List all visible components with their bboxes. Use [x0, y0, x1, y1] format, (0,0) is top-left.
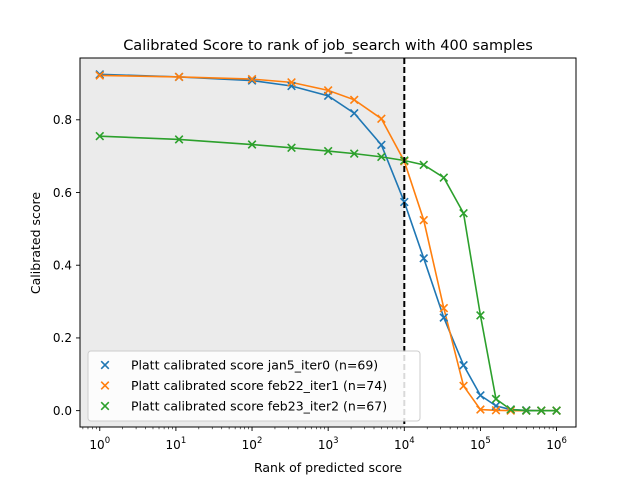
series-2-point-8	[419, 160, 429, 170]
legend-marker-1	[100, 381, 110, 390]
x-tick-label-4: 104	[394, 436, 415, 452]
series-1-point-11	[476, 405, 485, 414]
legend-label-0: Platt calibrated score jan5_iter0 (n=69)	[131, 358, 378, 373]
series-1-point-3	[287, 77, 296, 87]
series-2-point-10	[459, 208, 468, 218]
series-0-point-2	[247, 76, 257, 85]
series-0-point-9	[439, 313, 449, 322]
y-tick-label-3: 0.6	[53, 186, 72, 200]
chart-title: Calibrated Score to rank of job_search w…	[123, 38, 533, 54]
legend-marker-2	[100, 401, 110, 411]
series-2-point-15	[536, 406, 546, 416]
series-2-point-13	[506, 405, 516, 414]
series-1-point-1	[174, 72, 184, 82]
series-1-point-2	[247, 74, 257, 84]
y-tick-label-1: 0.2	[53, 331, 72, 345]
series-0-point-6	[377, 140, 386, 150]
series-2-point-12	[491, 394, 501, 404]
x-tick-label-0: 100	[89, 436, 110, 452]
x-tick-label-6: 106	[546, 436, 567, 452]
legend-label-2: Platt calibrated score feb23_iter2 (n=67…	[131, 399, 387, 414]
series-0-point-5	[349, 108, 359, 118]
series-1-point-5	[349, 95, 359, 105]
x-axis-label: Rank of predicted score	[254, 460, 402, 475]
series-1-point-0	[95, 71, 105, 80]
series-0-point-7	[399, 197, 409, 207]
y-tick-label-2: 0.4	[53, 259, 72, 273]
series-1-point-8	[419, 215, 429, 225]
series-2-point-3	[287, 143, 296, 153]
series-0-point-8	[419, 253, 429, 263]
legend: Platt calibrated score jan5_iter0 (n=69)…	[87, 350, 421, 422]
series-1-point-10	[459, 381, 468, 391]
series-0-point-3	[287, 81, 296, 91]
x-tick-label-5: 105	[470, 436, 491, 452]
series-2-point-0	[95, 131, 105, 141]
x-tick-label-3: 103	[318, 436, 339, 452]
series-0-point-11	[476, 391, 485, 400]
series-1-point-9	[439, 303, 449, 313]
series-2-point-11	[476, 311, 485, 320]
y-axis-label: Calibrated score	[28, 192, 43, 294]
series-1-point-4	[323, 85, 333, 95]
series-1-point-6	[377, 114, 386, 124]
x-tick-label-2: 102	[242, 436, 263, 452]
series-2-point-6	[377, 152, 386, 162]
series-2-point-2	[247, 140, 257, 149]
legend-box	[87, 350, 421, 422]
legend-label-1: Platt calibrated score feb22_iter1 (n=74…	[131, 378, 387, 393]
series-2-point-16	[552, 406, 561, 416]
series-1-point-12	[491, 405, 501, 415]
series-2-point-5	[349, 149, 359, 158]
legend-marker-0	[100, 360, 110, 370]
series-2-point-9	[439, 173, 449, 182]
series-2-point-1	[174, 135, 184, 144]
series-0-point-10	[459, 360, 468, 370]
y-tick-label-4: 0.8	[53, 113, 72, 127]
series-2-point-14	[521, 406, 531, 416]
series-2-point-4	[323, 146, 333, 156]
x-tick-label-1: 101	[166, 436, 187, 452]
y-tick-label-0: 0.0	[53, 404, 72, 418]
